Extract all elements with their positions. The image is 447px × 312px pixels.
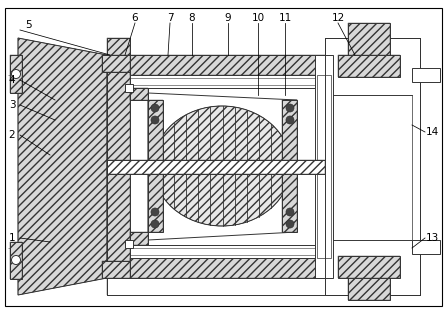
Text: 13: 13 <box>426 233 439 243</box>
Bar <box>338 55 400 77</box>
Text: 9: 9 <box>225 13 231 23</box>
Bar <box>125 240 133 248</box>
Ellipse shape <box>153 106 291 226</box>
Bar <box>125 84 133 92</box>
Text: 7: 7 <box>167 13 173 23</box>
Bar <box>107 278 325 295</box>
Bar <box>102 261 130 278</box>
Text: 1: 1 <box>8 233 15 243</box>
Circle shape <box>286 220 294 228</box>
Bar <box>148 100 163 232</box>
Bar <box>10 242 22 279</box>
Bar <box>107 160 325 174</box>
Polygon shape <box>148 93 297 240</box>
Bar <box>107 160 325 174</box>
Text: 8: 8 <box>189 13 195 23</box>
Circle shape <box>286 116 294 124</box>
Text: 14: 14 <box>426 127 439 137</box>
Bar <box>130 88 148 100</box>
Bar <box>102 55 130 72</box>
Bar <box>333 95 412 240</box>
Bar <box>130 232 148 245</box>
Bar <box>10 55 22 93</box>
Circle shape <box>151 116 159 124</box>
Bar <box>130 232 148 245</box>
Bar <box>10 242 22 279</box>
Circle shape <box>286 104 294 112</box>
Text: 3: 3 <box>8 100 15 110</box>
Bar <box>10 55 22 93</box>
Bar <box>315 55 333 278</box>
Bar <box>102 261 130 278</box>
Bar <box>282 100 297 232</box>
Bar <box>412 240 440 254</box>
Text: 10: 10 <box>251 13 265 23</box>
Bar <box>338 256 400 278</box>
Bar <box>107 38 130 295</box>
Bar <box>348 258 390 300</box>
Bar <box>338 55 400 77</box>
Circle shape <box>151 208 159 216</box>
Bar <box>130 55 325 75</box>
Text: 12: 12 <box>331 13 345 23</box>
Circle shape <box>286 208 294 216</box>
Bar <box>282 100 297 232</box>
Bar <box>325 38 420 295</box>
Bar <box>317 75 331 258</box>
Bar <box>130 258 325 278</box>
Text: 6: 6 <box>132 13 138 23</box>
Bar <box>130 75 315 88</box>
Bar <box>130 258 325 278</box>
Bar <box>348 258 390 300</box>
Text: 5: 5 <box>25 20 31 30</box>
Circle shape <box>12 256 21 265</box>
Bar <box>348 23 390 65</box>
Bar <box>348 23 390 65</box>
Bar <box>130 55 325 75</box>
Bar <box>102 55 130 72</box>
Bar <box>107 38 130 295</box>
Bar <box>338 256 400 278</box>
Bar <box>412 68 440 82</box>
Circle shape <box>12 70 21 79</box>
Text: 2: 2 <box>8 130 15 140</box>
Bar <box>148 100 163 232</box>
Text: 4: 4 <box>8 75 15 85</box>
Bar <box>130 245 315 258</box>
Bar <box>130 88 148 100</box>
Text: 11: 11 <box>278 13 291 23</box>
Circle shape <box>151 104 159 112</box>
Circle shape <box>151 220 159 228</box>
Polygon shape <box>18 38 107 295</box>
